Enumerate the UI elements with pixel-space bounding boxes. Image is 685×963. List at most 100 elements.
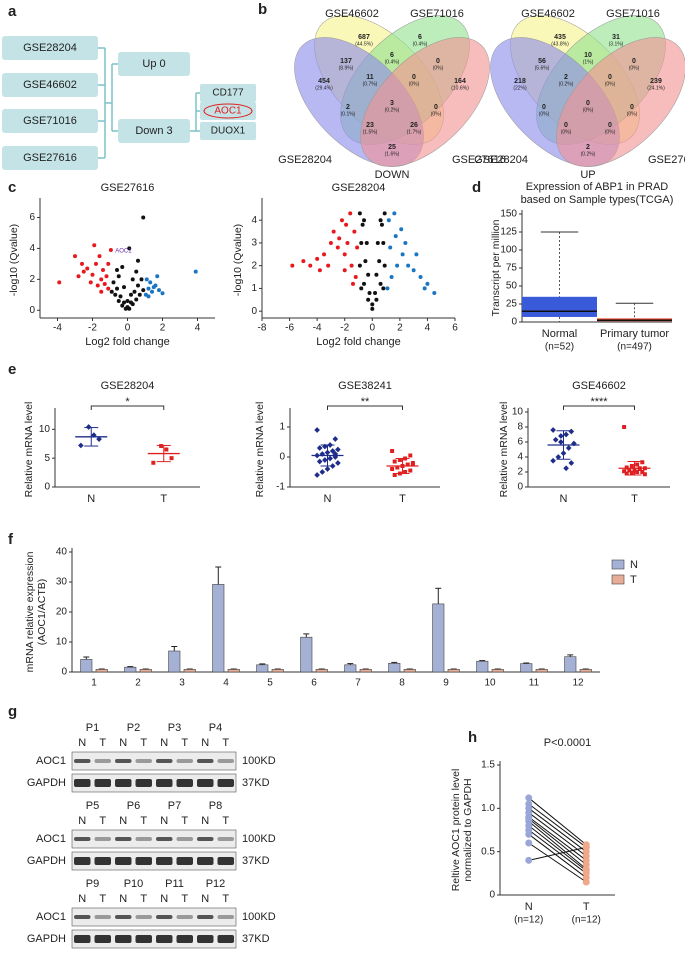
- bar: [432, 603, 445, 673]
- lane-label: N: [78, 815, 86, 827]
- venn-set-label: GSE28204: [474, 154, 528, 166]
- venn-count: 6: [418, 34, 422, 41]
- pair-line: [528, 818, 587, 866]
- x-tick-note: (n=497): [617, 342, 652, 353]
- band: [94, 779, 111, 787]
- down-label: Down 3: [135, 125, 172, 137]
- point: [85, 266, 90, 271]
- gene-label: AOC1: [214, 106, 242, 117]
- gene-box: [200, 122, 256, 140]
- point: [134, 297, 139, 302]
- bar: [476, 660, 489, 673]
- size-label: 37KD: [242, 855, 270, 867]
- band: [94, 857, 111, 865]
- x-tick-label: 12: [572, 678, 584, 689]
- lane-label: N: [160, 737, 168, 749]
- x-tick-label: -6: [285, 323, 294, 334]
- point: [113, 292, 118, 297]
- point: [403, 470, 408, 474]
- point: [349, 263, 354, 268]
- y-tick-label: 4: [29, 243, 35, 254]
- venn-count: 0: [632, 58, 636, 65]
- x-tick-label: T: [631, 493, 638, 505]
- venn-count: 3: [390, 100, 394, 107]
- point: [88, 280, 93, 285]
- point: [348, 211, 353, 216]
- band: [135, 837, 152, 841]
- point: [370, 306, 375, 311]
- point: [115, 286, 119, 291]
- point: [375, 240, 380, 245]
- point: [410, 462, 415, 467]
- point: [94, 261, 98, 266]
- x-tick-label: 3: [179, 678, 185, 689]
- point: [552, 436, 559, 443]
- band: [74, 935, 91, 943]
- patient-label: P12: [206, 878, 226, 890]
- row-label: GAPDH: [27, 855, 66, 867]
- x-tick-label: 0: [125, 323, 131, 334]
- lane-label: T: [140, 737, 147, 749]
- patient-label: P2: [127, 722, 140, 734]
- dataset-label: GSE46602: [23, 79, 77, 91]
- point: [555, 454, 562, 460]
- bar: [271, 668, 284, 673]
- point: [115, 268, 119, 273]
- lane-label: N: [201, 815, 209, 827]
- point: [635, 462, 640, 467]
- venn-count: 454: [318, 78, 330, 85]
- point: [342, 268, 347, 273]
- y-tick-label: 8: [517, 422, 523, 433]
- point: [328, 240, 333, 245]
- lane-label: T: [181, 815, 188, 827]
- venn-set-label: GSE27616: [452, 154, 506, 166]
- band: [197, 759, 214, 763]
- point: [366, 272, 371, 277]
- size-label: 100KD: [242, 755, 276, 767]
- y-tick-label: 5: [44, 453, 50, 464]
- point: [393, 234, 398, 239]
- point: [111, 280, 116, 285]
- chart-title: GSE27616: [101, 182, 155, 194]
- venn-percent: (1.7%): [407, 129, 422, 135]
- point: [134, 269, 139, 274]
- lane-label: N: [119, 737, 127, 749]
- significance: *: [125, 396, 130, 408]
- x-tick-label: 5: [267, 678, 273, 689]
- venn-set: [556, 37, 685, 167]
- point: [350, 281, 355, 286]
- point: [405, 462, 410, 467]
- band: [135, 915, 152, 919]
- point: [159, 444, 164, 449]
- point: [106, 261, 111, 266]
- x-tick-label: 2: [160, 323, 166, 334]
- point: [90, 272, 95, 277]
- band: [115, 857, 132, 865]
- y-tick-label: 2: [251, 260, 257, 271]
- significance-bracket: [327, 405, 403, 410]
- venn-percent: (1.5%): [363, 129, 378, 135]
- point: [627, 468, 632, 473]
- venn-count: 2: [586, 144, 590, 151]
- point: [97, 254, 102, 259]
- y-tick-label: 0: [61, 667, 67, 678]
- x-tick-label: 7: [355, 678, 361, 689]
- lane-label: T: [181, 893, 188, 905]
- point: [104, 274, 109, 279]
- y-tick-label: 20: [56, 607, 68, 618]
- point: [319, 469, 326, 475]
- point: [151, 460, 156, 465]
- y-tick-label: 10: [56, 637, 68, 648]
- bar: [139, 668, 152, 673]
- venn-count: 10: [584, 52, 592, 59]
- venn-set-label: GSE28204: [278, 154, 332, 166]
- y-tick-label: 1: [279, 422, 285, 433]
- venn-percent: (0%): [433, 65, 444, 71]
- x-tick-label: 10: [484, 678, 496, 689]
- y-tick-label: 6: [29, 212, 35, 223]
- band: [135, 779, 152, 787]
- venn-count: 164: [454, 78, 466, 85]
- point: [315, 256, 320, 261]
- point: [122, 300, 126, 305]
- venn-percent: (43.8%): [551, 41, 569, 47]
